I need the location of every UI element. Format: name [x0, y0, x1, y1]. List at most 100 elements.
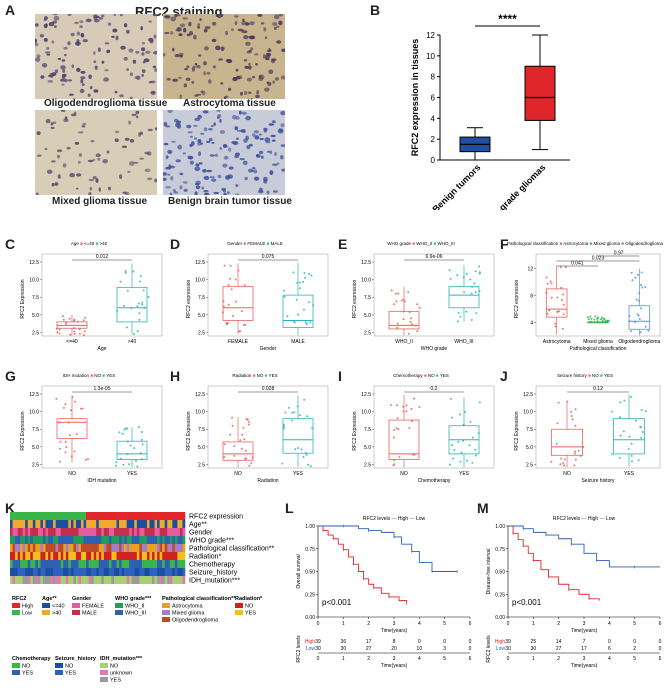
nucleus-mark — [249, 21, 255, 26]
heatmap-cell — [45, 568, 49, 576]
nucleus-mark — [272, 80, 275, 84]
data-point — [635, 419, 637, 422]
nucleus-mark — [128, 48, 134, 53]
y-tick-label: 8 — [431, 73, 436, 82]
data-point — [611, 453, 613, 456]
heatmap-cell — [146, 552, 150, 560]
risk-table-x-tick: 0 — [317, 656, 320, 662]
legend-item: YES — [604, 373, 613, 378]
data-point — [590, 317, 593, 320]
nucleus-mark — [175, 159, 181, 163]
heatmap-cell — [37, 512, 41, 520]
legend-swatch — [12, 603, 20, 608]
heatmap-cell — [22, 528, 26, 536]
heatmap-cell — [182, 544, 186, 552]
nucleus-mark — [39, 34, 44, 38]
heatmap-cell — [136, 544, 140, 552]
data-point — [408, 311, 411, 314]
heatmap-cell — [88, 552, 92, 560]
heatmap-cell — [141, 568, 145, 576]
nucleus-mark — [82, 39, 88, 43]
nucleus-mark — [154, 127, 157, 131]
risk-table-x-tick: 2 — [367, 656, 370, 662]
data-point — [638, 292, 641, 295]
heatmap-cell — [48, 552, 51, 560]
data-point — [58, 332, 61, 335]
nucleus-mark — [46, 46, 50, 50]
p-value-label: 0.023 — [592, 256, 605, 262]
heatmap-cell — [159, 528, 163, 536]
data-point — [450, 444, 453, 447]
data-point — [64, 451, 67, 454]
nucleus-mark — [241, 111, 247, 115]
heatmap-cell — [126, 568, 130, 576]
nucleus-mark — [175, 123, 182, 128]
risk-table-row-label: Low — [306, 646, 316, 652]
nucleus-mark — [219, 130, 226, 134]
nucleus-mark — [64, 53, 67, 57]
data-point — [611, 410, 614, 413]
data-point — [229, 264, 232, 267]
data-point — [546, 282, 549, 285]
heatmap-cell — [17, 560, 21, 568]
nucleus-mark — [190, 135, 193, 138]
nucleus-mark — [129, 161, 135, 166]
legend-item: YES — [245, 611, 256, 617]
data-point — [411, 323, 414, 326]
heatmap-cell — [179, 576, 183, 584]
panel-label-d: D — [170, 236, 181, 252]
data-point — [405, 410, 408, 413]
nucleus-mark — [79, 25, 83, 28]
risk-table-value: 6 — [608, 646, 611, 652]
heatmap-cell — [78, 512, 82, 520]
y-tick-label: 12.5 — [361, 260, 371, 266]
data-point — [397, 428, 400, 431]
nucleus-mark — [74, 41, 81, 46]
x-tick-label: YES — [624, 471, 635, 477]
legend-title: Chemotherapy — [12, 656, 51, 662]
heatmap-cell — [182, 560, 186, 568]
data-point — [463, 291, 465, 294]
data-point — [284, 411, 287, 414]
heatmap-cell — [124, 528, 127, 536]
data-point — [296, 447, 299, 450]
data-point — [471, 436, 474, 439]
nucleus-mark — [89, 186, 93, 191]
heatmap-cell — [152, 568, 155, 576]
legend-item: MALE — [271, 241, 283, 246]
data-point — [478, 401, 481, 404]
heatmap-cell — [40, 528, 44, 536]
heatmap-cell — [17, 568, 21, 576]
heatmap-cell — [141, 552, 145, 560]
data-point — [69, 333, 72, 336]
heatmap-row-label: WHO grade*** — [189, 538, 234, 545]
heatmap-cell — [116, 520, 120, 528]
data-point — [469, 278, 472, 281]
heatmap-cell — [63, 560, 67, 568]
legend-item: FEMALE — [82, 604, 104, 610]
heatmap-cell — [81, 520, 84, 528]
data-point — [393, 303, 396, 306]
legend-item: WHO_III — [437, 241, 454, 246]
heatmap-cell — [169, 512, 173, 520]
data-point — [573, 450, 576, 453]
heatmap-cell — [75, 536, 79, 544]
y-tick-label: 2.5 — [32, 330, 39, 336]
heatmap-cell — [17, 552, 21, 560]
heatmap-cell — [116, 560, 120, 568]
data-point — [303, 308, 305, 311]
nucleus-mark — [255, 154, 260, 158]
heatmap-cell — [42, 544, 46, 552]
y-tick-label: 10.0 — [361, 410, 371, 416]
legend-item: Astrocytoma — [563, 241, 589, 246]
risk-table-value: 0 — [659, 639, 662, 645]
heatmap-cell — [27, 560, 31, 568]
heatmap-cell — [50, 528, 54, 536]
legend-swatch — [12, 670, 20, 675]
legend-title: Pathological classification** — [162, 596, 236, 602]
tissue-label-oligodendroglioma: Oligodendroglioma tissue — [44, 98, 168, 109]
heatmap-cell — [101, 560, 105, 568]
x-axis-label: Pathological classification — [570, 346, 627, 352]
x-tick-label: NO — [68, 471, 76, 477]
risk-table-value: 30 — [531, 646, 537, 652]
